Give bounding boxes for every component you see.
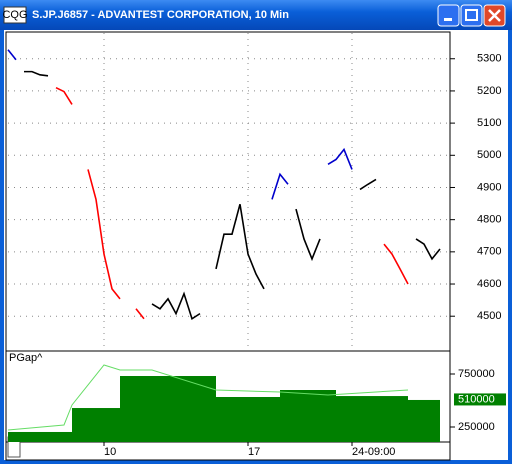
window-title: S.JP.J6857 - ADVANTEST CORPORATION, 10 M… (32, 9, 289, 21)
panel-title: PGap^ (9, 352, 43, 364)
y-tick-label: 4500 (477, 310, 501, 322)
x-tick-label: 17 (248, 446, 260, 458)
y-tick-label: 250000 (458, 421, 495, 433)
minimize-icon (444, 18, 452, 21)
close-icon (488, 9, 501, 22)
minimize-button[interactable] (437, 4, 460, 27)
area-step (408, 399, 440, 442)
area-step (120, 376, 216, 442)
y-tick-label: 4700 (477, 246, 501, 258)
gap-line (7, 364, 409, 431)
x-tick-label: 24-09:00 (352, 446, 395, 458)
maximize-button[interactable] (460, 4, 483, 27)
price-line (7, 49, 353, 200)
area-step (336, 396, 408, 442)
y-tick-label: 5300 (477, 53, 501, 65)
price-line (55, 86, 409, 320)
x-tick-label: 10 (104, 446, 116, 458)
area-step (216, 397, 280, 442)
app-icon-text: CQG (2, 9, 27, 21)
title-bar (0, 0, 512, 30)
app-icon (3, 6, 27, 24)
plots: 10 17 24-09:00 4500 4600 4700 4800 4900 5000 5100… (7, 33, 506, 458)
y-tick-label: 5200 (477, 85, 501, 97)
plot-frame (5, 31, 451, 443)
price-line (24, 70, 441, 321)
maximize-icon (465, 9, 478, 21)
current-value-box (454, 393, 506, 406)
y-tick-label: 4600 (477, 278, 501, 290)
y-tick-label: 4800 (477, 214, 501, 226)
y-tick-label: 5100 (477, 117, 501, 129)
area-step (72, 408, 120, 442)
y-tick-label: 4900 (477, 181, 501, 193)
area-step (8, 431, 72, 442)
area-step (280, 390, 336, 442)
current-value-label: 510000 (458, 393, 495, 405)
y-tick-label: 750000 (458, 368, 495, 380)
y-tick-label: 5000 (477, 149, 501, 161)
